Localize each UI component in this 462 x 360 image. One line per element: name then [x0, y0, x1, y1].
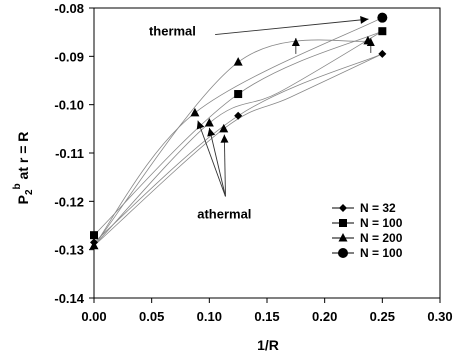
legend-marker-triangle [338, 233, 348, 242]
data-point-triangle [219, 123, 229, 133]
thermal-arrow [215, 18, 369, 36]
data-point-square [90, 231, 98, 240]
legend-marker-square [339, 219, 347, 227]
y-axis-title-sup: b [12, 183, 23, 189]
x-tick-label: 0.00 [81, 309, 106, 324]
y-axis-title: P2b at r = R [12, 132, 35, 205]
athermal-arrow [223, 134, 226, 197]
data-point-circle [377, 12, 388, 23]
data-point-triangle [204, 118, 214, 127]
up-arrow-head [291, 37, 300, 46]
y-tick-label: -0.09 [54, 49, 84, 64]
trend-curve [93, 30, 383, 247]
athermal-arrow-head [196, 120, 205, 130]
y-tick-label: -0.14 [54, 291, 84, 306]
legend-marker-circle [338, 248, 348, 258]
y-tick-label: -0.12 [54, 194, 84, 209]
markers [89, 12, 388, 250]
legend-label: N = 100 [360, 216, 403, 230]
data-point-diamond [234, 111, 243, 120]
y-tick-label: -0.13 [54, 243, 84, 258]
x-axis-title: 1/R [257, 337, 279, 353]
x-tick-label: 0.30 [427, 309, 452, 324]
y-axis-title-sub: 2 [24, 189, 35, 195]
x-tick-label: 0.25 [370, 309, 395, 324]
annotation-thermal: thermal [149, 24, 196, 39]
athermal-arrow-head [207, 127, 216, 137]
athermal-arrow [208, 127, 226, 197]
legend-marker-diamond [339, 204, 347, 212]
trend-curve [93, 39, 368, 247]
x-tick-label: 0.15 [254, 309, 279, 324]
data-point-triangle [190, 107, 200, 117]
legend-label: N = 100 [360, 246, 403, 260]
y-axis-title-main: P [15, 195, 31, 204]
y-tick-label: -0.10 [54, 98, 84, 113]
legend-label: N = 200 [360, 231, 403, 245]
y-tick-label: -0.11 [55, 146, 84, 161]
arrows [196, 15, 375, 197]
athermal-arrow [197, 120, 226, 197]
labels: thermal athermal [149, 24, 251, 222]
trend-curve [93, 53, 383, 247]
thermal-arrow-head [360, 15, 369, 24]
x-tick-label: 0.05 [139, 309, 164, 324]
y-axis-title-rest: at r = R [15, 132, 31, 184]
annotation-athermal: athermal [197, 206, 251, 221]
axes: 0.00 0.05 0.10 0.15 0.20 0.25 0.30 -0.08 -0.09 -0… [54, 1, 452, 324]
data-point-square [378, 27, 387, 36]
data-point-triangle [363, 35, 373, 45]
data-point-triangle [89, 240, 99, 250]
data-point-square [234, 90, 243, 99]
y-tick-label: -0.08 [54, 1, 84, 16]
x-tick-label: 0.10 [197, 309, 222, 324]
data-point-diamond [378, 49, 387, 58]
data-point-triangle [233, 57, 243, 66]
legend-label: N = 32 [360, 201, 396, 215]
athermal-arrow-head [220, 134, 229, 143]
x-tick-label: 0.20 [312, 309, 337, 324]
